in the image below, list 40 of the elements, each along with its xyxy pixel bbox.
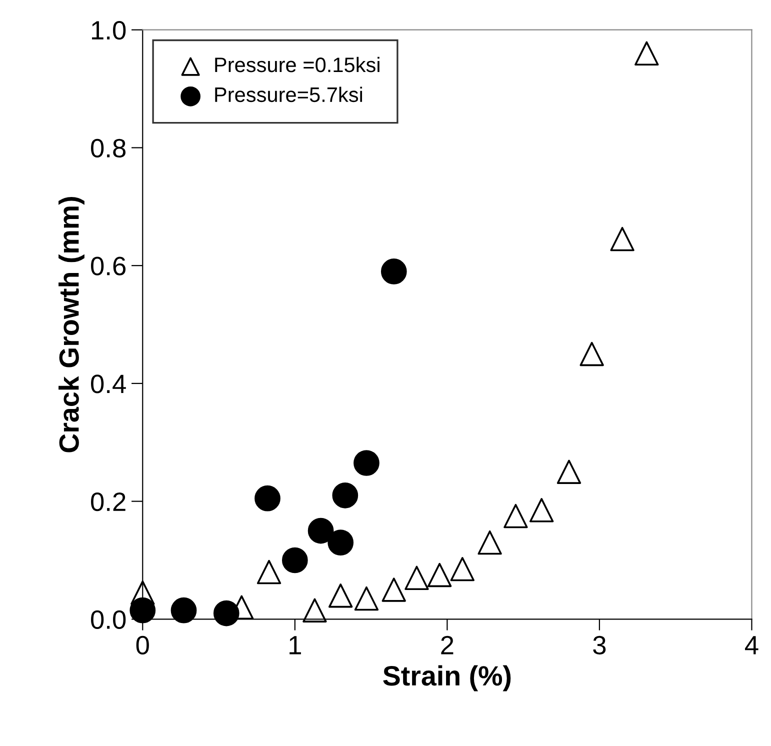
legend-label: Pressure =0.15ksi [215, 56, 380, 72]
point [529, 498, 554, 522]
x-axis-title: Strain (%) [383, 665, 511, 692]
point [580, 342, 604, 366]
point [354, 586, 379, 611]
point [380, 258, 407, 284]
point [256, 560, 282, 584]
point [213, 600, 240, 626]
y-tick-label: 0.6 [91, 256, 126, 276]
point [282, 547, 308, 574]
y-tick-label: 0.4 [91, 374, 126, 394]
point [450, 556, 475, 582]
y-tick-label: 1.0 [92, 20, 126, 40]
point [427, 562, 452, 588]
y-axis-title: Crack Growth (mm) [58, 197, 84, 452]
point [308, 518, 334, 544]
x-tick-label: 0 [136, 636, 149, 655]
point [328, 530, 354, 556]
point [504, 504, 528, 528]
y-tick-label: 0.8 [91, 138, 126, 158]
point [332, 482, 358, 508]
x-tick-label: 4 [744, 636, 758, 654]
point [556, 460, 582, 484]
point [254, 485, 280, 512]
point [610, 226, 634, 252]
y-tick-label: 0.2 [91, 492, 126, 512]
point [478, 530, 502, 555]
point [302, 598, 327, 622]
point [130, 597, 156, 624]
x-tick-label: 2 [441, 636, 454, 654]
point [354, 450, 380, 476]
point [328, 584, 353, 608]
point [170, 597, 197, 624]
x-tick-label: 3 [593, 636, 606, 655]
point [634, 41, 659, 66]
legend-label: Pressure=5.7ksi [215, 86, 362, 102]
x-tick-label: 1 [290, 636, 301, 654]
y-tick-label: 0.0 [91, 610, 126, 629]
point [404, 566, 429, 590]
point [382, 578, 406, 602]
